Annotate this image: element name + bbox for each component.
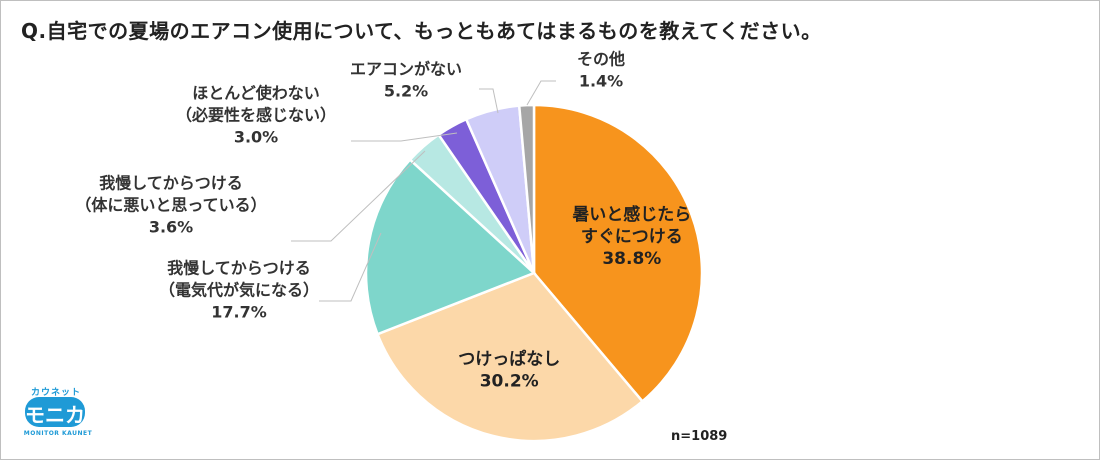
- slice-category-label-7: その他: [577, 50, 625, 69]
- pie-slice-2: [375, 271, 645, 443]
- slice-category-label-4: （体に悪いと思っている）: [75, 196, 266, 215]
- slice-value-label-1: 38.8%: [602, 249, 661, 269]
- leader-line-6: [479, 88, 499, 114]
- pie-slice-7: [517, 103, 536, 274]
- slice-category-label-3: 我慢してからつける: [167, 259, 311, 278]
- monica-logo: カウネット モニカ MONITOR KAUNET: [19, 383, 97, 445]
- pie-slice-1: [532, 103, 704, 404]
- logo-top-text: カウネット: [31, 388, 82, 398]
- slice-category-label-3: （電気代が気になる）: [159, 281, 319, 300]
- slice-value-label-6: 5.2%: [384, 82, 428, 101]
- logo-bottom-text: MONITOR KAUNET: [23, 430, 93, 437]
- slice-category-label-6: エアコンがない: [350, 60, 462, 79]
- slice-category-label-2: つけっぱなし: [458, 349, 560, 370]
- pie-slice-3: [364, 157, 537, 336]
- slice-value-label-4: 3.6%: [149, 218, 193, 237]
- slice-value-label-2: 30.2%: [480, 372, 539, 392]
- logo-bubble: モニカ: [25, 397, 85, 427]
- slice-category-label-1: すぐにつける: [581, 227, 683, 247]
- slice-category-label-5: （必要性を感じない）: [176, 106, 336, 125]
- leader-line-4: [291, 150, 426, 242]
- leader-line-3: [319, 232, 382, 302]
- leader-line-5: [351, 132, 458, 142]
- slice-category-label-4: 我慢してからつける: [99, 174, 243, 193]
- logo-main-text: モニカ: [25, 403, 85, 427]
- slice-value-label-7: 1.4%: [579, 72, 623, 91]
- slice-value-label-5: 3.0%: [234, 128, 278, 147]
- chart-title: Q.自宅での夏場のエアコン使用について、もっともあてはまるものを教えてください。: [21, 19, 822, 43]
- sample-size-note: n=1089: [671, 429, 728, 444]
- slice-category-label-1: 暑いと感じたら: [572, 204, 691, 225]
- slice-value-label-3: 17.7%: [211, 303, 267, 322]
- leader-line-7: [526, 80, 556, 106]
- slice-category-label-5: ほとんど使わない: [192, 84, 320, 103]
